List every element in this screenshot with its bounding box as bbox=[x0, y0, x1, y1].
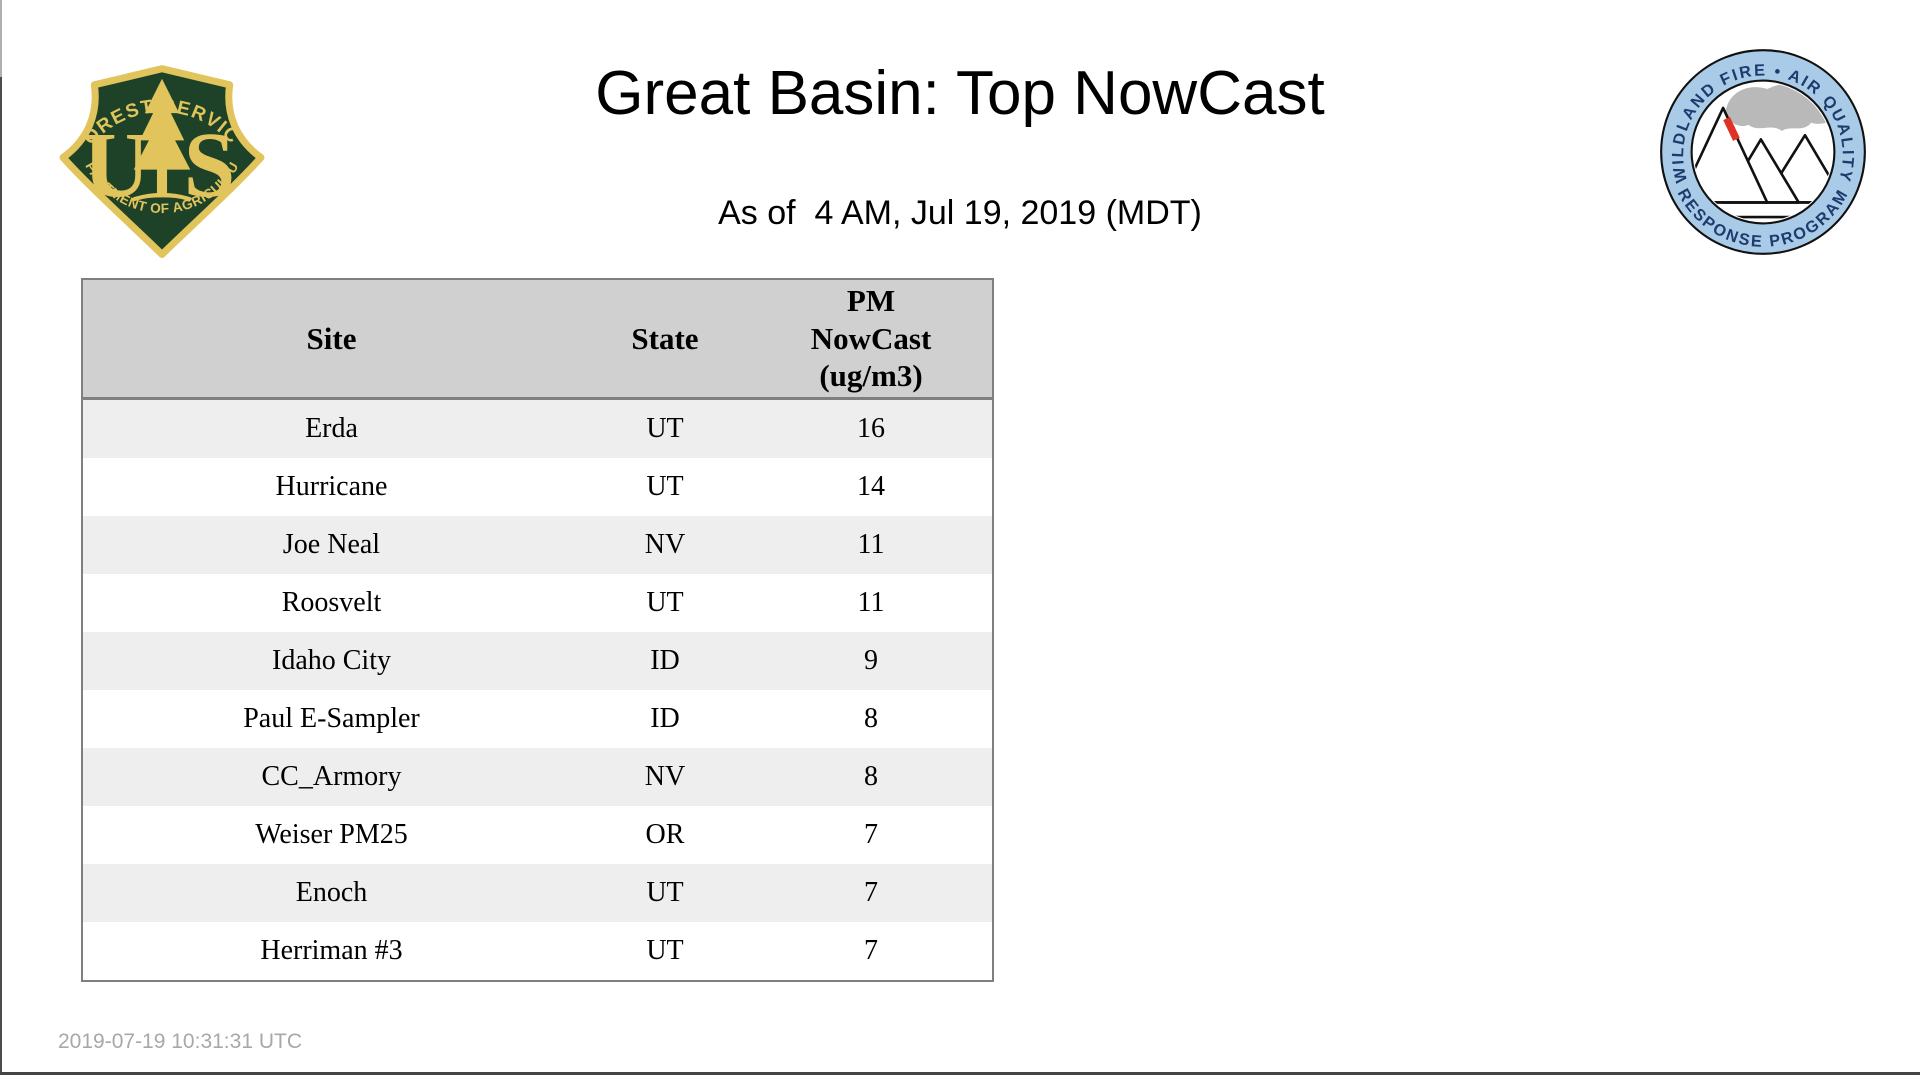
frame-edge-left-top bbox=[0, 0, 2, 77]
site-cell: Idaho City bbox=[272, 645, 391, 676]
value-cell: 9 bbox=[864, 645, 878, 676]
pm-header-line3: (ug/m3) bbox=[819, 358, 923, 394]
table-row: Weiser PM25 OR 7 bbox=[82, 806, 993, 864]
footer-timestamp: 2019-07-19 10:31:31 UTC bbox=[58, 1030, 302, 1053]
table-row: Erda UT 16 bbox=[82, 398, 993, 458]
site-cell: CC_Armory bbox=[261, 761, 402, 792]
usfs-logo-icon: FOREST SERVICE DEPARTMENT OF AGRICULTURE… bbox=[56, 44, 265, 258]
site-cell: Hurricane bbox=[275, 471, 388, 502]
wfaqrp-fire-mark bbox=[1723, 116, 1740, 141]
table-row: Hurricane UT 14 bbox=[82, 458, 993, 516]
state-cell: UT bbox=[646, 877, 684, 908]
table-row: Idaho City ID 9 bbox=[82, 632, 993, 690]
value-cell: 8 bbox=[864, 703, 878, 734]
value-cell: 16 bbox=[857, 413, 885, 444]
column-header-site: Site bbox=[82, 279, 580, 400]
value-cell: 8 bbox=[864, 761, 878, 792]
usfs-pine-tree-icon bbox=[132, 78, 192, 201]
page-subtitle: As of 4 AM, Jul 19, 2019 (MDT) bbox=[718, 194, 1202, 232]
value-cell: 11 bbox=[857, 529, 885, 560]
wfaqrp-logo-icon: WILDLAND FIRE • AIR QUALITY RESPONSE PRO… bbox=[1660, 49, 1866, 255]
site-cell: Weiser PM25 bbox=[255, 819, 408, 850]
state-cell: NV bbox=[644, 761, 686, 792]
table-row: Paul E-Sampler ID 8 bbox=[82, 690, 993, 748]
state-cell: OR bbox=[645, 819, 685, 850]
pm-header-line2: NowCast bbox=[810, 320, 932, 356]
site-cell: Joe Neal bbox=[282, 529, 381, 560]
value-cell: 7 bbox=[864, 877, 878, 908]
nowcast-table: Site State PM NowCast (ug/m3) Erda UT 16… bbox=[81, 278, 994, 982]
value-cell: 7 bbox=[864, 819, 878, 850]
site-cell: Erda bbox=[305, 413, 358, 444]
page-title: Great Basin: Top NowCast bbox=[595, 59, 1325, 128]
state-cell: UT bbox=[646, 471, 684, 502]
state-cell: UT bbox=[646, 413, 684, 444]
table-header-row: Site State PM NowCast (ug/m3) bbox=[82, 279, 993, 400]
state-cell: UT bbox=[646, 935, 684, 966]
frame-edge-bottom bbox=[0, 1072, 1920, 1075]
value-cell: 11 bbox=[857, 587, 885, 618]
state-cell: NV bbox=[644, 529, 686, 560]
value-cell: 14 bbox=[857, 471, 885, 502]
column-header-state: State bbox=[580, 279, 750, 400]
table-row: Herriman #3 UT 7 bbox=[82, 922, 993, 981]
state-cell: ID bbox=[650, 703, 680, 734]
table-row: Enoch UT 7 bbox=[82, 864, 993, 922]
table-row: Roosvelt UT 11 bbox=[82, 574, 993, 632]
value-cell: 7 bbox=[864, 935, 878, 966]
site-cell: Paul E-Sampler bbox=[243, 703, 420, 734]
state-cell: ID bbox=[650, 645, 680, 676]
state-cell: UT bbox=[646, 587, 684, 618]
pm-header-line1: PM bbox=[846, 282, 896, 318]
site-cell: Enoch bbox=[295, 877, 368, 908]
table-row: Joe Neal NV 11 bbox=[82, 516, 993, 574]
column-header-pm-nowcast: PM NowCast (ug/m3) bbox=[750, 279, 993, 400]
frame-edge-left bbox=[0, 77, 2, 1075]
usfs-monogram-s: S bbox=[184, 114, 236, 217]
table-row: CC_Armory NV 8 bbox=[82, 748, 993, 806]
site-cell: Herriman #3 bbox=[260, 935, 403, 966]
site-cell: Roosvelt bbox=[281, 587, 382, 618]
